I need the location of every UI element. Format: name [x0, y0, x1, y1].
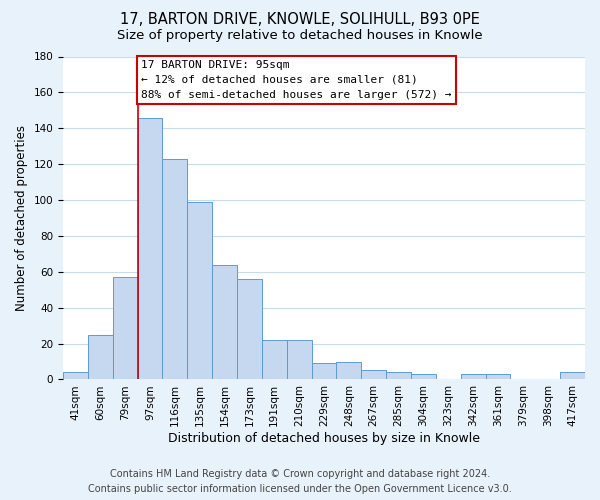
Bar [311, 364, 337, 380]
Bar [337, 362, 361, 380]
Bar [411, 374, 436, 380]
Bar [461, 374, 485, 380]
Bar [113, 277, 137, 380]
Bar [287, 340, 311, 380]
Bar [187, 202, 212, 380]
Text: 17, BARTON DRIVE, KNOWLE, SOLIHULL, B93 0PE: 17, BARTON DRIVE, KNOWLE, SOLIHULL, B93 … [120, 12, 480, 28]
Text: 17 BARTON DRIVE: 95sqm
← 12% of detached houses are smaller (81)
88% of semi-det: 17 BARTON DRIVE: 95sqm ← 12% of detached… [142, 60, 452, 100]
Bar [137, 118, 163, 380]
X-axis label: Distribution of detached houses by size in Knowle: Distribution of detached houses by size … [168, 432, 480, 445]
Bar [88, 334, 113, 380]
Bar [560, 372, 585, 380]
Bar [262, 340, 287, 380]
Bar [212, 264, 237, 380]
Text: Size of property relative to detached houses in Knowle: Size of property relative to detached ho… [117, 29, 483, 42]
Y-axis label: Number of detached properties: Number of detached properties [15, 125, 28, 311]
Bar [163, 159, 187, 380]
Bar [386, 372, 411, 380]
Bar [485, 374, 511, 380]
Bar [361, 370, 386, 380]
Text: Contains HM Land Registry data © Crown copyright and database right 2024.
Contai: Contains HM Land Registry data © Crown c… [88, 469, 512, 494]
Bar [63, 372, 88, 380]
Bar [237, 279, 262, 380]
